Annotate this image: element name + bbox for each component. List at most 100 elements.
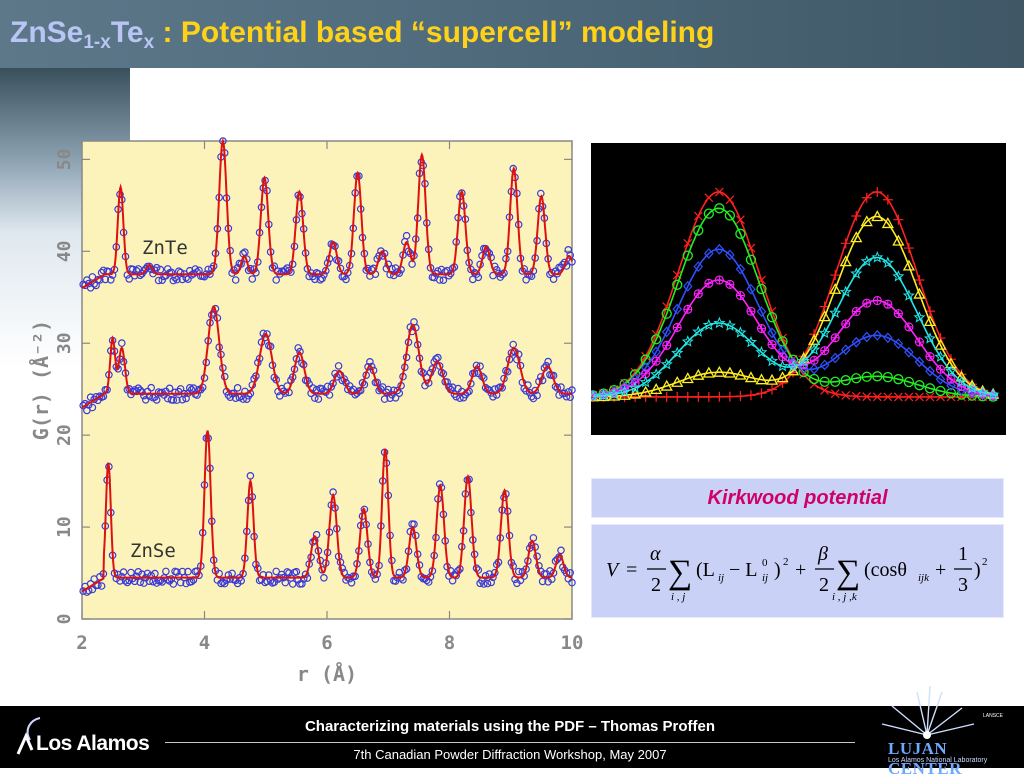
- lujan-rays-icon: [881, 685, 975, 736]
- gr-data-point: [487, 578, 496, 587]
- x-tick-label: 4: [199, 632, 210, 654]
- footer: Characterizing materials using the PDF –…: [0, 706, 1024, 768]
- kirkwood-marker-star: [597, 389, 610, 401]
- gr-axis-ticks: [81, 141, 573, 620]
- gr-data-point: [143, 569, 152, 578]
- gr-plot-area: [81, 140, 573, 620]
- x-tick-label: 2: [76, 632, 87, 654]
- kirkwood-marker-circle: [830, 376, 841, 387]
- kirkwood-marker-star: [923, 332, 936, 344]
- gr-data-point: [316, 276, 325, 284]
- kirkwood-marker-star: [629, 381, 642, 394]
- gr-data-point: [366, 358, 374, 366]
- kirkwood-marker-circle: [714, 203, 725, 214]
- eq-sum-2: ∑: [836, 554, 860, 591]
- gr-data-point: [327, 383, 336, 391]
- kirkwood-marker-oplus-cross: [662, 341, 671, 350]
- kirkwood-marker-star: [902, 289, 915, 301]
- kirkwood-marker-x: [799, 369, 809, 379]
- kirkwood-marker-star: [871, 251, 884, 263]
- gr-data-point: [557, 546, 565, 555]
- gr-data-point: [173, 275, 181, 284]
- kirkwood-marker-x: [704, 193, 714, 203]
- gr-data-point: [391, 393, 400, 402]
- kirkwood-marker-circle: [851, 373, 862, 384]
- eq-close-paren-1: ): [774, 559, 781, 581]
- kirkwood-marker-x: [735, 215, 745, 225]
- eq-zero: 0: [762, 557, 768, 569]
- eq-beta: β: [817, 543, 828, 565]
- eq-three: 3: [958, 574, 968, 596]
- kirkwood-marker-triangle: [660, 379, 673, 391]
- kirkwood-marker-triangle: [713, 365, 726, 377]
- kirkwood-marker-star: [723, 319, 736, 331]
- gr-data-point: [492, 391, 501, 399]
- title-text: : Potential based “supercell” modeling: [154, 16, 715, 49]
- kirkwood-marker-circle: [935, 385, 946, 397]
- gr-data-point: [152, 263, 161, 272]
- gr-data-point: [435, 276, 444, 284]
- gr-data-point: [294, 344, 303, 352]
- kirkwood-marker-triangle: [913, 287, 926, 299]
- kirkwood-marker-circle: [651, 334, 662, 345]
- y-tick-label: 0: [54, 614, 75, 625]
- kirkwood-marker-plus: [735, 391, 746, 402]
- kirkwood-marker-star: [913, 311, 926, 323]
- gr-series-1: [79, 304, 576, 415]
- kirkwood-marker-plus: [745, 390, 756, 401]
- kirkwood-marker-x: [851, 391, 861, 401]
- kirkwood-marker-star: [892, 270, 905, 282]
- kirkwood-marker-plus: [840, 238, 851, 249]
- kirkwood-marker-x: [872, 392, 882, 402]
- gr-data-point: [439, 276, 448, 285]
- kirkwood-marker-circle: [703, 208, 714, 219]
- kirkwood-marker-triangle: [892, 234, 905, 246]
- gr-data-point: [544, 357, 552, 366]
- kirkwood-marker-x: [830, 389, 840, 399]
- kirkwood-marker-triangle: [639, 385, 652, 397]
- kirkwood-marker-diamond: [872, 329, 883, 341]
- x-tick-label: 8: [444, 632, 455, 654]
- kirkwood-marker-oplus-cross: [841, 319, 850, 328]
- kirkwood-marker-star: [829, 306, 842, 318]
- gr-data-point: [138, 388, 146, 396]
- kirkwood-marker-circle: [672, 279, 683, 290]
- y-tick-label: 10: [54, 516, 75, 538]
- kirkwood-marker-plus: [777, 378, 788, 389]
- kirkwood-marker-circle: [914, 380, 925, 391]
- gr-data-point: [281, 578, 290, 587]
- kirkwood-marker-circle: [682, 250, 693, 261]
- kirkwood-marker-star: [639, 375, 652, 388]
- kirkwood-line: [592, 256, 999, 398]
- gr-data-point: [176, 268, 185, 277]
- kirkwood-marker-star: [692, 325, 705, 337]
- gr-data-point: [147, 383, 156, 392]
- kirkwood-marker-circle: [808, 373, 820, 385]
- gr-data-point: [158, 276, 167, 285]
- kirkwood-marker-circle: [903, 376, 915, 388]
- kirkwood-marker-star: [839, 285, 852, 298]
- kirkwood-marker-triangle: [723, 366, 736, 378]
- kirkwood-marker-triangle: [850, 231, 863, 243]
- kirkwood-marker-diamond: [682, 280, 693, 292]
- kirkwood-marker-star: [755, 345, 768, 358]
- gr-data-point: [125, 275, 134, 283]
- kirkwood-marker-diamond: [956, 384, 967, 396]
- kirkwood-marker-x: [841, 390, 851, 400]
- kirkwood-marker-diamond: [819, 359, 830, 371]
- kirkwood-marker-oplus-cross: [852, 307, 861, 316]
- gr-data-point: [531, 386, 540, 395]
- kirkwood-marker-triangle: [650, 383, 663, 395]
- gr-x-tick-labels: 2 4 6 8 10: [76, 632, 583, 654]
- kirkwood-marker-oplus-cross: [873, 296, 882, 305]
- gr-data-point: [136, 578, 145, 587]
- kirkwood-marker-diamond: [809, 363, 819, 375]
- gr-data-point: [169, 396, 178, 404]
- eq-ij-2: ij: [762, 572, 768, 584]
- kirkwood-marker-circle: [756, 283, 767, 295]
- gr-data-point: [474, 273, 483, 282]
- kirkwood-marker-diamond: [693, 261, 704, 273]
- kirkwood-marker-star: [681, 335, 694, 347]
- gr-data-point: [481, 571, 490, 580]
- kirkwood-marker-triangle: [818, 310, 831, 322]
